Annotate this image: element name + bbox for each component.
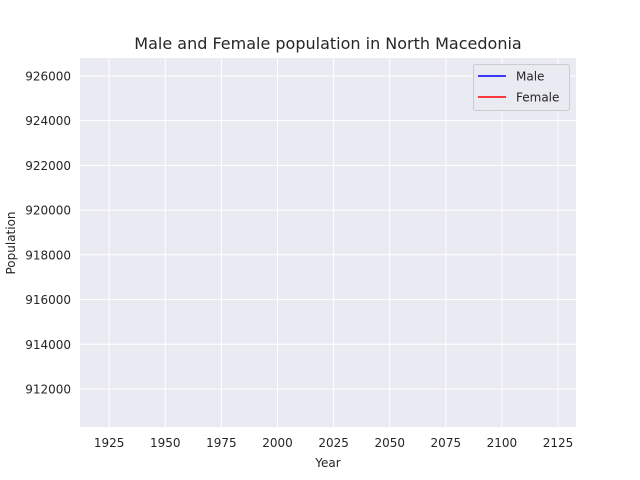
y-tick-label: 916000 bbox=[25, 293, 71, 307]
y-tick-label: 914000 bbox=[25, 338, 71, 352]
legend-label-male: Male bbox=[516, 70, 544, 84]
x-tick-label: 2125 bbox=[543, 436, 574, 450]
chart-title: Male and Female population in North Mace… bbox=[134, 34, 521, 53]
y-tick-label: 926000 bbox=[25, 69, 71, 83]
y-tick-label: 920000 bbox=[25, 204, 71, 218]
x-tick-label: 2050 bbox=[374, 436, 405, 450]
x-tick-label: 2100 bbox=[487, 436, 518, 450]
x-axis-label: Year bbox=[314, 456, 340, 470]
y-axis-label: Population bbox=[4, 211, 18, 274]
legend-label-female: Female bbox=[516, 91, 559, 105]
x-tick-label: 1975 bbox=[206, 436, 237, 450]
x-tick-label: 1925 bbox=[94, 436, 125, 450]
x-tick-label: 1950 bbox=[150, 436, 181, 450]
x-tick-label: 2000 bbox=[262, 436, 293, 450]
y-tick-label: 924000 bbox=[25, 114, 71, 128]
y-tick-label: 922000 bbox=[25, 159, 71, 173]
x-tick-label: 2075 bbox=[431, 436, 462, 450]
y-tick-labels: 912000 914000 916000 918000 920000 922000 9240… bbox=[25, 69, 71, 396]
y-tick-label: 912000 bbox=[25, 382, 71, 396]
x-tick-label: 2025 bbox=[318, 436, 349, 450]
y-tick-label: 918000 bbox=[25, 248, 71, 262]
legend: Male Female bbox=[473, 64, 570, 111]
x-tick-labels: 1925 1950 1975 2000 2025 2050 2075 2100 2125 bbox=[94, 436, 573, 450]
plot-area bbox=[80, 58, 576, 427]
